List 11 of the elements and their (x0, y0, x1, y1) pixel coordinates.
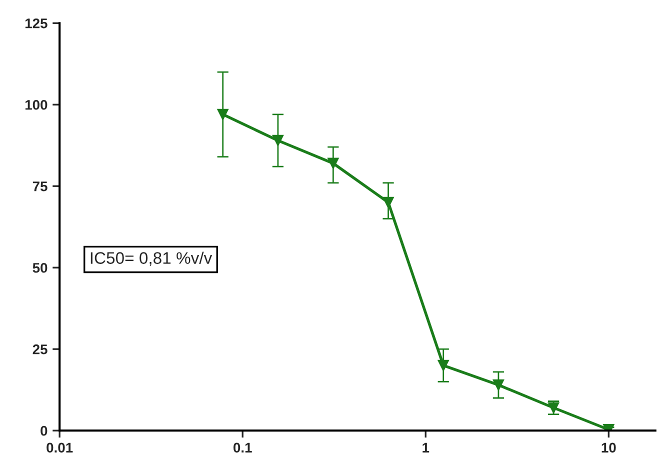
y-tick-label: 125 (25, 18, 48, 28)
y-tick-label: 50 (32, 262, 48, 273)
y-tick-label: 0 (40, 426, 48, 436)
annotation: IC50= 0,81 %v/v (90, 252, 212, 266)
x-tick-label: 10 (602, 442, 616, 453)
y-tick-label: 25 (32, 344, 48, 354)
x-tick-label: 0.01 (46, 442, 73, 453)
x-tick-label: 1 (422, 442, 430, 452)
y-tick-label: 75 (32, 182, 48, 192)
x-tick-label: 0.1 (234, 442, 252, 453)
y-tick-label: 100 (25, 100, 48, 110)
